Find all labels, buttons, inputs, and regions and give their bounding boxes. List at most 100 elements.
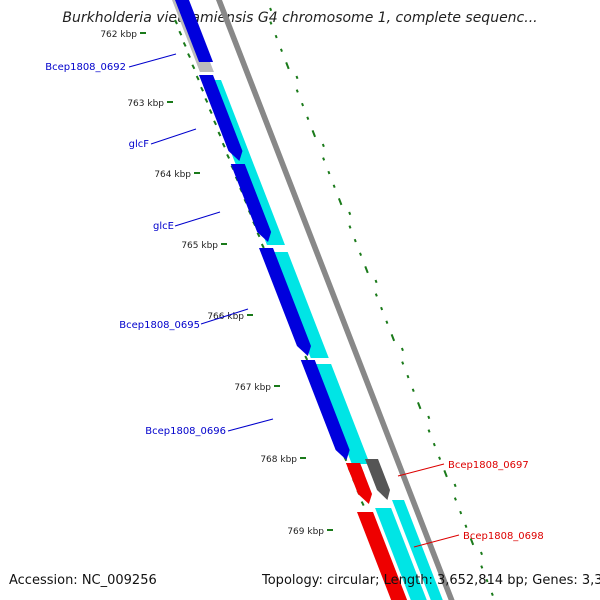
gene-label: glcF bbox=[129, 139, 150, 150]
gene-label: glcE bbox=[153, 221, 174, 232]
gc-tick bbox=[390, 334, 396, 342]
gc-tick bbox=[374, 279, 378, 284]
ruler-tick-label: 762 kbp bbox=[100, 30, 137, 40]
ruler-minor-tick bbox=[221, 142, 226, 148]
ruler-minor-tick bbox=[226, 153, 230, 159]
cds-0695 bbox=[259, 248, 311, 356]
cog-segment-0698 bbox=[375, 508, 427, 600]
ruler-ticks: 762 kbp 763 kbp 764 kbp 765 kbp 766 kbp 767 k… bbox=[100, 19, 400, 596]
gc-tick bbox=[485, 578, 489, 583]
cog-segment-0696 bbox=[313, 364, 370, 464]
gc-tick bbox=[459, 510, 463, 515]
backbone-line bbox=[216, 0, 455, 600]
cds-0697 bbox=[346, 463, 373, 504]
accession-text: Accession: NC_009256 bbox=[9, 573, 157, 588]
ruler-tick-label: 769 kbp bbox=[287, 527, 324, 537]
ruler-minor-tick bbox=[200, 86, 204, 92]
ruler-tick-label: 764 kbp bbox=[154, 170, 191, 180]
gc-tick bbox=[443, 470, 448, 478]
gc-tick bbox=[490, 592, 494, 596]
gc-tick bbox=[380, 306, 384, 311]
ruler-minor-tick bbox=[174, 19, 178, 25]
gc-tick bbox=[427, 415, 431, 420]
gc-tick bbox=[406, 374, 410, 379]
gc-tick bbox=[417, 402, 422, 410]
gc-tick bbox=[401, 361, 405, 365]
ruler-minor-tick bbox=[182, 41, 187, 47]
gc-tick bbox=[427, 429, 431, 433]
cds-track bbox=[175, 0, 443, 600]
gene-label: Bcep1808_0695 bbox=[119, 320, 200, 331]
genome-stats-text: Topology: circular; Length: 3,652,814 bp… bbox=[262, 573, 600, 588]
ruler-minor-tick bbox=[304, 355, 309, 361]
gc-tick bbox=[453, 483, 457, 488]
gene-leader-line bbox=[397, 463, 445, 477]
gc-tick bbox=[385, 320, 389, 324]
ruler-minor-tick bbox=[187, 53, 191, 59]
gc-tick bbox=[269, 7, 273, 12]
ruler-minor-tick bbox=[256, 232, 261, 238]
ruler-tick-label: 763 kbp bbox=[127, 99, 164, 109]
ruler-minor-tick bbox=[260, 243, 265, 249]
cds-0692 bbox=[175, 0, 214, 62]
gc-tick bbox=[432, 442, 436, 447]
gc-tick bbox=[274, 34, 278, 39]
ruler-tick-label: 768 kbp bbox=[260, 455, 297, 465]
gc-tick bbox=[364, 266, 369, 274]
ruler-minor-tick bbox=[213, 120, 217, 126]
gc-tick bbox=[469, 538, 475, 546]
gene-leader-line bbox=[128, 53, 177, 68]
gc-tick bbox=[327, 170, 331, 175]
ruler-tick-label: 765 kbp bbox=[181, 241, 218, 251]
ruler-minor-tick bbox=[360, 501, 365, 507]
ruler-tick-label: 767 kbp bbox=[234, 383, 271, 393]
gc-tick bbox=[453, 497, 457, 501]
gc-tick bbox=[411, 388, 415, 392]
gc-tick bbox=[311, 130, 316, 138]
gene-labels: Bcep1808_0692 glcF glcE Bcep1808_0695 Bcep18… bbox=[45, 53, 544, 548]
gc-tick bbox=[353, 238, 357, 243]
gene-leader-line bbox=[200, 308, 249, 325]
ruler-minor-tick bbox=[195, 75, 200, 81]
gene-label: Bcep1808_0696 bbox=[145, 426, 226, 437]
cds-0698 bbox=[357, 512, 408, 600]
gc-tick bbox=[269, 21, 273, 25]
gc-tick bbox=[480, 565, 484, 569]
gc-tick bbox=[295, 89, 299, 93]
cds-0697-cog bbox=[365, 459, 391, 500]
gene-label: Bcep1808_0698 bbox=[463, 531, 544, 542]
gene-label: Bcep1808_0692 bbox=[45, 62, 126, 73]
gc-tick bbox=[279, 48, 283, 52]
gc-tick bbox=[348, 211, 352, 216]
gc-tick bbox=[322, 157, 326, 161]
gc-tick bbox=[374, 293, 378, 297]
gc-tick bbox=[321, 143, 325, 148]
ruler-minor-tick bbox=[191, 64, 196, 70]
gc-tick bbox=[359, 252, 362, 256]
gc-tick bbox=[438, 456, 442, 460]
ruler-minor-tick bbox=[217, 131, 222, 137]
ruler-minor-tick bbox=[208, 109, 213, 115]
gc-tick bbox=[337, 198, 343, 206]
gc-tick bbox=[295, 75, 299, 80]
ruler-minor-tick bbox=[204, 97, 209, 103]
gc-tick bbox=[301, 102, 305, 107]
gc-tick bbox=[285, 62, 290, 70]
gene-leader-line bbox=[413, 534, 460, 548]
gc-tick bbox=[464, 524, 468, 528]
gene-leader-line bbox=[174, 211, 221, 227]
gene-leader-line bbox=[227, 418, 274, 432]
ruler-minor-tick bbox=[178, 30, 183, 36]
gene-leader-line bbox=[150, 128, 197, 145]
gc-content-track bbox=[269, 7, 494, 596]
gc-tick bbox=[348, 225, 352, 229]
cds-glcF bbox=[199, 75, 243, 161]
ruler-tick-label: 766 kbp bbox=[207, 312, 244, 322]
gc-tick bbox=[332, 184, 336, 188]
gc-tick bbox=[480, 551, 483, 556]
cds-0698-cog bbox=[392, 500, 443, 600]
cds-0696 bbox=[300, 360, 350, 460]
gene-label: Bcep1808_0697 bbox=[448, 460, 529, 471]
cds-glcE bbox=[230, 164, 272, 242]
